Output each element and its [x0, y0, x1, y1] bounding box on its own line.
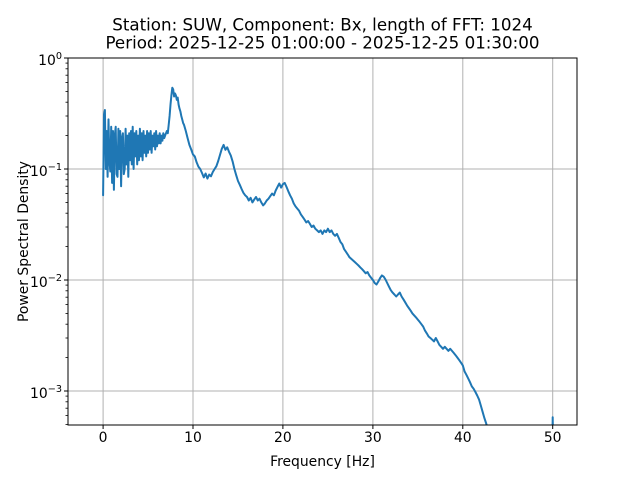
y-tick-label: 10−1: [30, 162, 62, 180]
x-tick-label: 50: [544, 430, 562, 446]
psd-line: [102, 86, 554, 425]
x-tick-label: 10: [184, 430, 202, 446]
x-tick-label: 30: [364, 430, 382, 446]
x-tick-label: 40: [454, 430, 472, 446]
y-axis-label: Power Spectral Density: [16, 161, 32, 322]
plot-border: [67, 57, 578, 426]
x-tick-label: 0: [99, 430, 108, 446]
x-tick-label: 20: [274, 430, 292, 446]
y-tick-label: 10−2: [30, 273, 62, 291]
grid-lines: [68, 57, 577, 425]
x-axis-label: Frequency [Hz]: [270, 454, 375, 470]
chart-subtitle: Period: 2025-12-25 01:00:00 - 2025-12-25…: [105, 33, 539, 53]
y-tick-label: 100: [38, 51, 62, 69]
chart-title: Station: SUW, Component: Bx, length of F…: [112, 15, 532, 35]
y-tick-label: 10−3: [30, 384, 62, 402]
